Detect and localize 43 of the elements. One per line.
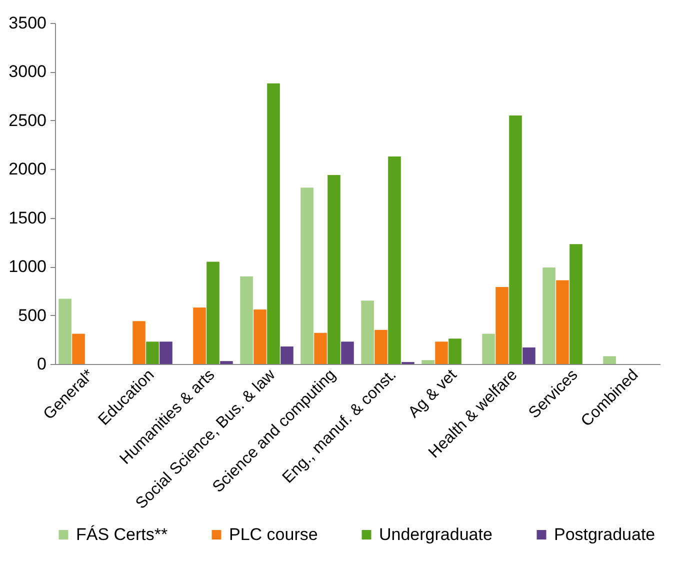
y-tick-label: 2500: [8, 110, 46, 130]
bar: [72, 334, 85, 364]
bar: [374, 330, 388, 364]
y-tick-label: 3000: [8, 62, 46, 82]
bar: [496, 287, 508, 364]
bar: [254, 309, 266, 364]
bar: [193, 307, 206, 364]
y-tick-label: 1500: [8, 208, 46, 228]
bar: [509, 116, 522, 364]
bar: [570, 244, 582, 364]
x-tick-label: Ag & vet: [405, 366, 461, 422]
bar: [220, 361, 233, 364]
bar: [556, 280, 569, 364]
y-tick-label: 1000: [8, 257, 46, 276]
bar: [435, 342, 448, 364]
y-tick-label: 500: [18, 306, 46, 325]
y-tick-label: 0: [37, 354, 46, 374]
legend-label: FÁS Certs**: [76, 524, 168, 544]
y-tick-label: 3500: [8, 14, 46, 32]
bar: [240, 276, 253, 364]
bar: [314, 332, 327, 364]
bar: [146, 342, 159, 364]
bar: [267, 83, 280, 364]
bar: [448, 338, 462, 364]
bar: [361, 300, 374, 364]
bar: [603, 356, 616, 364]
bar: [280, 346, 294, 364]
bar: [300, 188, 314, 364]
bar: [58, 298, 72, 364]
bar: [482, 334, 495, 364]
bar: [341, 342, 354, 364]
bar: [160, 342, 172, 364]
legend-label: PLC course: [229, 524, 318, 544]
bar: [328, 174, 340, 364]
legend-label: Undergraduate: [379, 524, 492, 544]
y-tick-label: 2000: [8, 160, 46, 179]
bar: [132, 321, 146, 364]
bar: [206, 262, 220, 364]
bar: [542, 268, 556, 364]
bar: [422, 360, 434, 364]
legend-label: Postgraduate: [554, 524, 656, 544]
bar: [388, 156, 401, 364]
bar: [522, 347, 536, 364]
